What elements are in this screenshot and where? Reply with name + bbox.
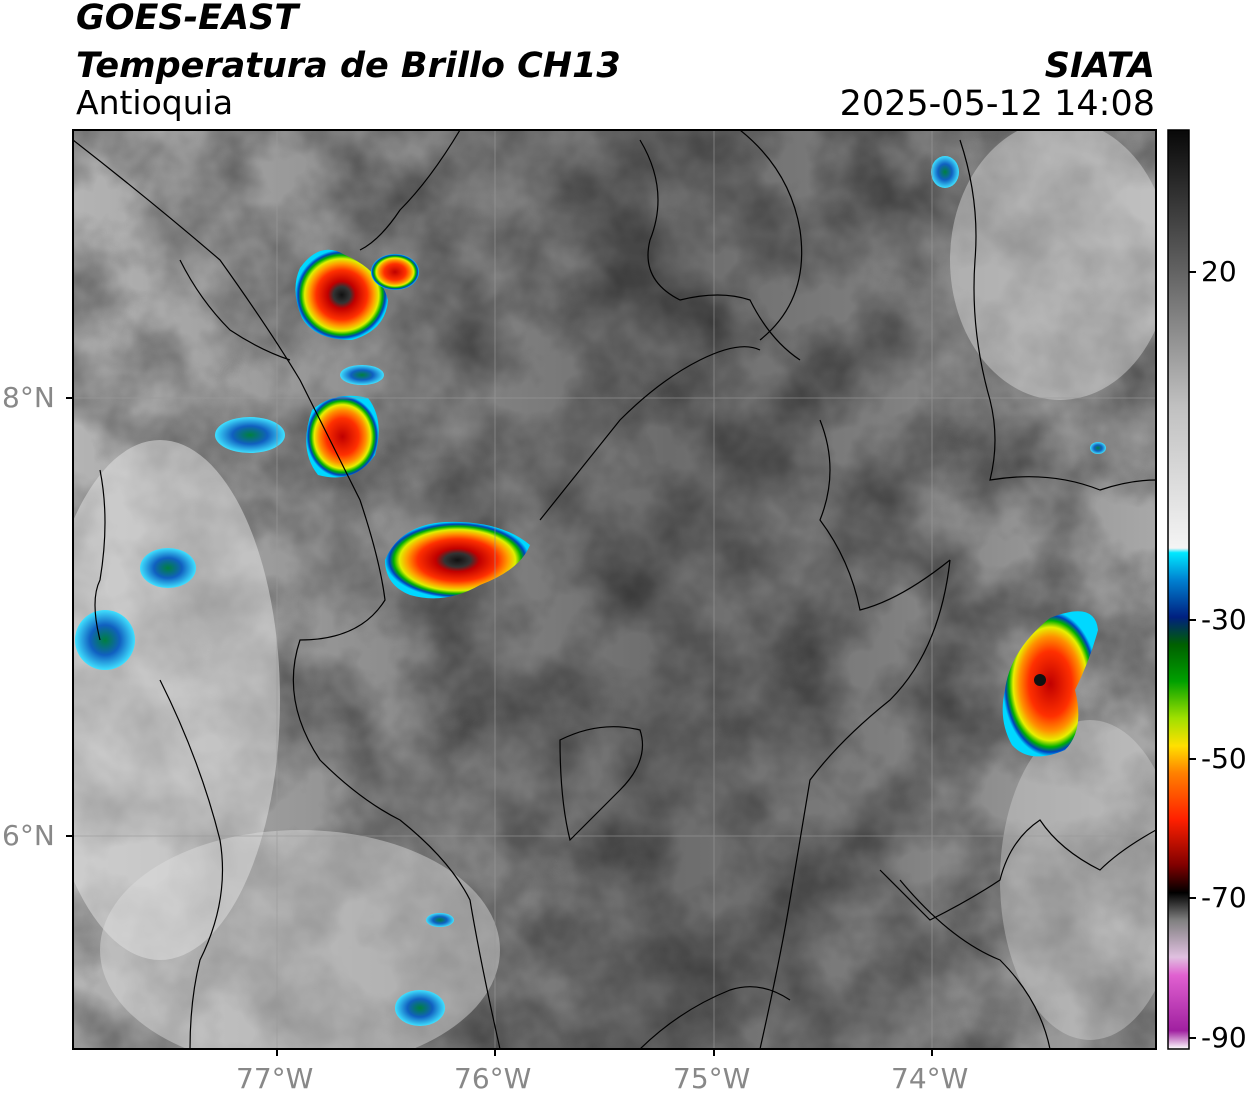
map-frame (72, 129, 1157, 1050)
borders (73, 130, 1156, 1049)
colorbar-tick-m30: -30 (1201, 603, 1247, 636)
colorbar (1167, 129, 1190, 1050)
storm-cell-2 (371, 254, 419, 290)
gridlines (73, 130, 1156, 1049)
region-label: Antioquia (76, 83, 234, 122)
lon-label-74w: 74°W (891, 1062, 969, 1095)
datetime-label: 2025-05-12 14:08 (839, 84, 1155, 124)
colorbar-tick-m50: -50 (1201, 742, 1247, 775)
storm-cell-4 (385, 521, 530, 599)
product-title: Temperatura de Brillo CH13 (76, 46, 621, 86)
lat-label-8n: 8°N (2, 381, 55, 414)
lon-label-75w: 75°W (673, 1062, 751, 1095)
storm-cell-3 (306, 395, 379, 478)
colorbar-tick-20: 20 (1201, 255, 1237, 288)
lon-label-76w: 76°W (454, 1062, 532, 1095)
agency-label: SIATA (1044, 46, 1155, 86)
colorbar-tick-m90: -90 (1201, 1021, 1247, 1054)
lon-label-77w: 77°W (236, 1062, 314, 1095)
colorbar-tick-m70: -70 (1201, 881, 1247, 914)
satellite-title: GOES-EAST (76, 0, 299, 38)
lat-label-6n: 6°N (2, 819, 55, 852)
storm-cell-1 (295, 249, 388, 340)
storm-cell-5 (1002, 611, 1098, 757)
